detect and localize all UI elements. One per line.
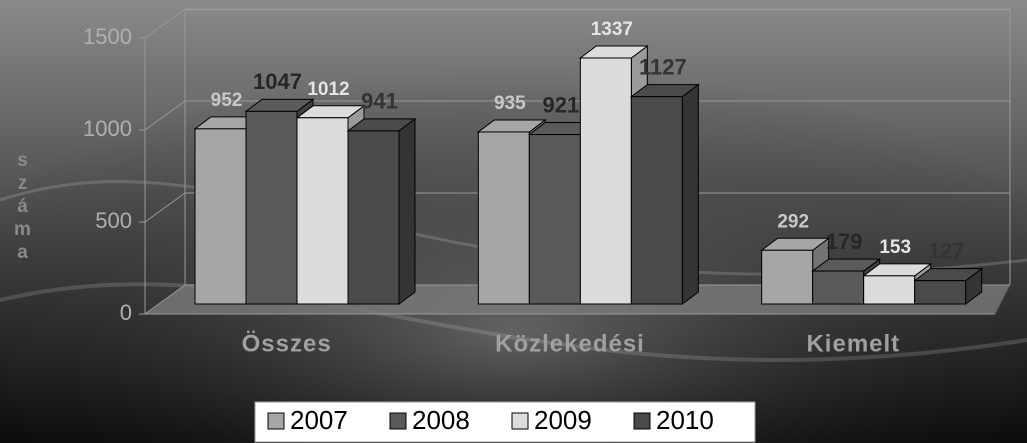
bar: [528, 134, 581, 305]
bar-side: [681, 83, 699, 305]
data-label: 179: [826, 229, 863, 254]
data-label: 921: [542, 92, 579, 117]
bar: [761, 249, 814, 305]
data-label: 1047: [253, 69, 302, 94]
y-axis-label: száma: [12, 150, 33, 265]
grid-line: [144, 192, 1010, 223]
legend-label: 2010: [656, 405, 714, 435]
legend-label: 2007: [290, 405, 348, 435]
data-label: 127: [928, 238, 965, 263]
grid-line: [144, 8, 1010, 39]
grid-line: [144, 100, 1010, 131]
swirl-line: [0, 282, 1027, 363]
legend-swatch: [267, 412, 285, 430]
y-tick-label: 0: [120, 300, 132, 325]
bar: [245, 110, 298, 305]
data-label: 1012: [307, 79, 349, 100]
bar: [863, 275, 916, 305]
data-label: 1127: [639, 54, 687, 79]
grid-line: [144, 284, 1010, 315]
bar: [812, 270, 865, 305]
x-tick-label: Közlekedési: [495, 330, 645, 357]
data-label: 1337: [591, 19, 633, 40]
bar: [347, 130, 400, 305]
y-tick-label: 1500: [83, 24, 132, 49]
data-label: 941: [361, 89, 398, 114]
bar: [630, 96, 683, 305]
bar: [579, 57, 632, 305]
legend-swatch: [511, 412, 529, 430]
y-tick-label: 500: [95, 208, 132, 233]
data-label: 952: [211, 90, 243, 111]
data-label: 292: [777, 211, 809, 232]
bar: [296, 117, 349, 305]
x-tick-label: Kiemelt: [806, 330, 900, 357]
data-label: 935: [494, 93, 526, 114]
legend-swatch: [633, 412, 651, 430]
x-tick-label: Összes: [242, 330, 332, 357]
bar: [194, 128, 247, 305]
legend: [254, 401, 756, 443]
bar: [914, 280, 967, 305]
legend-swatch: [389, 412, 407, 430]
data-label: 153: [879, 237, 911, 258]
bar: [477, 131, 530, 305]
legend-label: 2008: [412, 405, 470, 435]
bar-side: [398, 117, 416, 305]
legend-label: 2009: [534, 405, 592, 435]
y-tick-label: 1000: [83, 116, 132, 141]
